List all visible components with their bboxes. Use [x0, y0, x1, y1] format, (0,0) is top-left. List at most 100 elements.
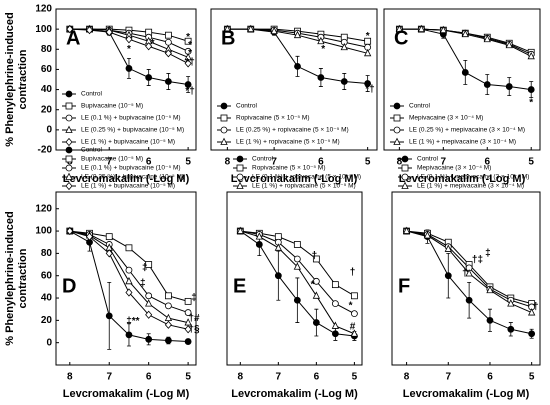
- x-tick-label: 7: [276, 372, 282, 383]
- marker: [312, 291, 321, 299]
- marker: [125, 35, 133, 44]
- x-tick-label: 7: [441, 157, 447, 168]
- y-tick-label: 100: [35, 226, 52, 237]
- marker: [507, 299, 515, 307]
- marker: [164, 38, 172, 46]
- marker: [483, 81, 491, 88]
- marker: [294, 63, 301, 70]
- marker: [350, 310, 358, 318]
- x-axis-title: Levcromakalim (-Log M): [399, 173, 526, 185]
- marker: [293, 241, 301, 248]
- marker: [105, 233, 113, 241]
- x-axis-title: Levcromakalim (-Log M): [231, 388, 358, 400]
- annotation: ‡**: [126, 316, 139, 327]
- marker: [184, 309, 192, 316]
- marker: [461, 69, 469, 76]
- marker: [340, 78, 348, 85]
- panel-label: E: [233, 275, 246, 297]
- marker: [312, 255, 320, 263]
- legend-label: Control: [252, 156, 274, 163]
- legend-marker: [401, 181, 409, 189]
- legend-marker: [65, 164, 73, 172]
- x-tick-label: 7: [106, 372, 112, 383]
- y-tick-label: 20: [41, 315, 53, 326]
- marker: [85, 232, 94, 241]
- panel-label: C: [394, 27, 408, 49]
- marker: [331, 321, 340, 329]
- legend-label: LE (0.1 %) + bupivacaine (10⁻⁵ M): [81, 115, 181, 122]
- marker: [528, 308, 536, 316]
- legend-marker: [65, 181, 73, 191]
- legend-marker: [65, 125, 73, 133]
- legend-marker: [65, 137, 73, 147]
- marker: [184, 297, 192, 305]
- legend-label: LE (0.25 %) + ropivacaine (5 × 10⁻⁵ M): [236, 127, 349, 134]
- marker: [164, 31, 172, 39]
- y-tick-label: 60: [41, 270, 53, 281]
- marker: [184, 325, 192, 334]
- legend-label: LE (1 %) + mepivacaine (3 × 10⁻⁴ M): [417, 183, 524, 190]
- marker: [85, 26, 94, 35]
- marker: [364, 80, 372, 87]
- x-tick-label: 8: [404, 372, 410, 383]
- marker: [350, 292, 358, 300]
- legend-marker: [65, 172, 73, 180]
- marker: [164, 78, 172, 85]
- legend-marker: [401, 155, 409, 163]
- annotation: *: [321, 44, 325, 55]
- marker: [423, 231, 432, 239]
- y-axis-title: % Phenylephrine-induced: [4, 12, 16, 146]
- annotation: *: [151, 38, 155, 49]
- x-axis-title: Levcromakalim (-Log M): [63, 388, 190, 400]
- marker: [145, 335, 153, 343]
- marker: [184, 338, 192, 345]
- x-tick-label: 8: [238, 372, 244, 383]
- legend-marker: [220, 114, 228, 122]
- marker: [505, 40, 513, 49]
- marker: [145, 299, 153, 307]
- marker: [350, 329, 359, 337]
- marker: [483, 34, 491, 43]
- marker: [293, 262, 301, 270]
- marker: [270, 26, 278, 35]
- legend-label: LE (1 %) + bupivacaine (10⁻⁵ M): [81, 183, 175, 190]
- annotation: *: [188, 40, 192, 51]
- marker: [274, 233, 282, 241]
- x-axis-title: Levcromakalim (-Log M): [231, 173, 358, 185]
- y-tick-label: 60: [41, 64, 53, 75]
- y-tick-label: 40: [41, 84, 53, 95]
- marker: [486, 285, 494, 294]
- legend-label: LE (1 %) + ropivacaine (5 × 10⁻⁵ M): [236, 139, 340, 146]
- marker: [312, 277, 320, 285]
- legend-marker: [393, 102, 401, 110]
- marker: [444, 244, 452, 252]
- legend-marker: [236, 173, 244, 181]
- marker: [164, 313, 173, 322]
- legend-label: Bupivacaine (10⁻⁵ M): [81, 156, 143, 163]
- y-tick-label: -20: [38, 145, 53, 156]
- x-tick-label: 7: [446, 372, 452, 383]
- legend-label: LE (1 %) + mepivacaine (3 × 10⁻⁴ M): [409, 139, 516, 146]
- marker: [247, 24, 255, 33]
- legend-label: Control: [81, 147, 103, 154]
- legend-label: Control: [236, 103, 258, 110]
- legend-label: Mepivacaine (3 × 10⁻⁴ M): [417, 165, 491, 172]
- legend-marker: [65, 155, 73, 163]
- legend-label: Bupivacaine (10⁻⁵ M): [81, 103, 143, 110]
- panel-label: D: [62, 275, 76, 297]
- x-tick-label: 6: [146, 157, 152, 168]
- x-axis-title: Levcromakalim (-Log M): [403, 388, 530, 400]
- marker: [125, 331, 133, 339]
- annotation: *: [311, 279, 315, 290]
- legend-marker: [393, 114, 401, 122]
- marker: [507, 325, 515, 333]
- marker: [331, 300, 339, 308]
- marker: [145, 42, 153, 51]
- marker: [528, 330, 536, 338]
- marker: [255, 232, 263, 240]
- marker: [274, 272, 282, 280]
- x-tick-label: 7: [106, 157, 112, 168]
- marker: [184, 318, 192, 326]
- y-axis-title: % Phenylephrine-induced: [4, 211, 16, 345]
- panel-label: F: [398, 275, 410, 297]
